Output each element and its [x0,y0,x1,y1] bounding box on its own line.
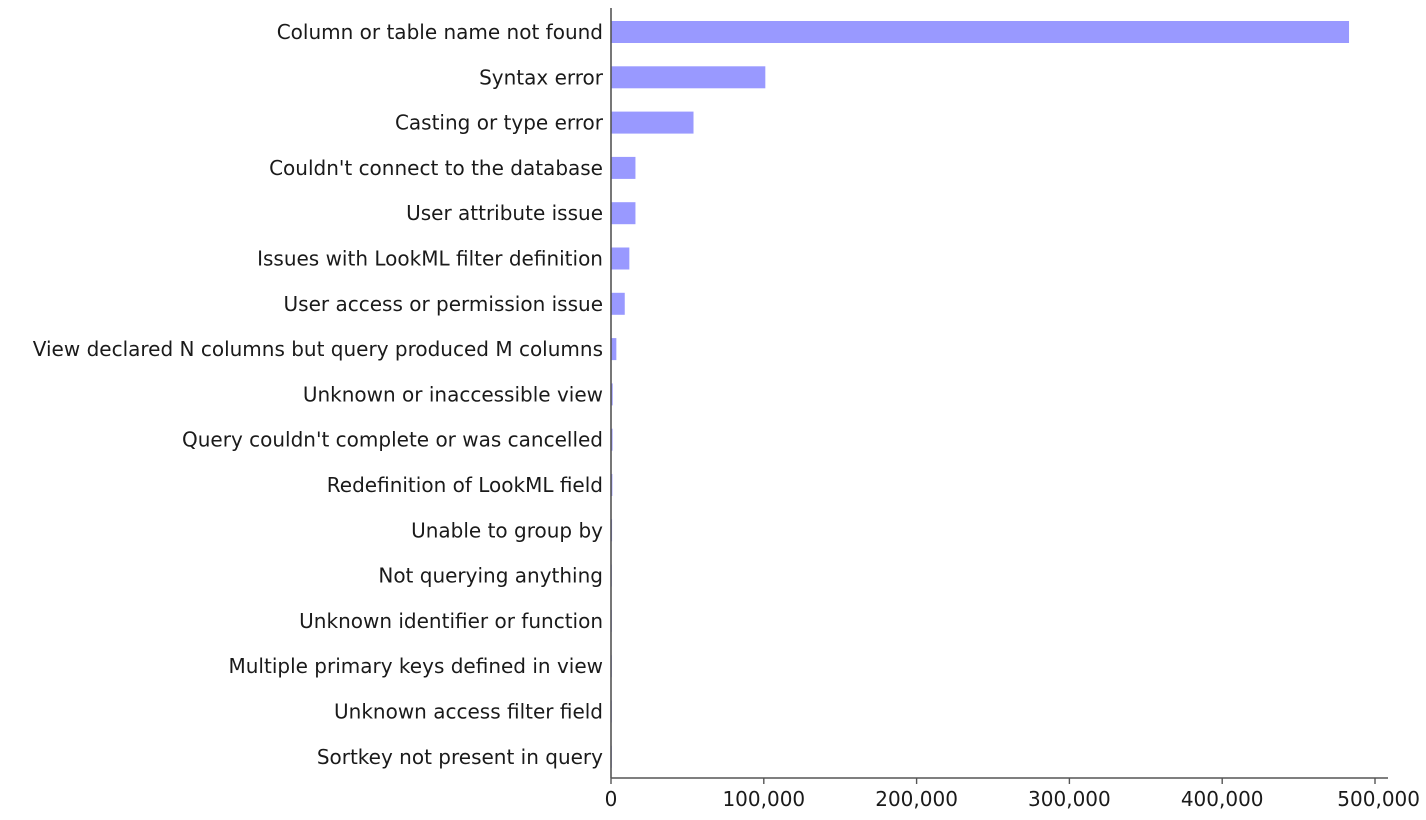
bar [611,111,694,134]
category-label: User attribute issue [406,201,603,225]
category-label: Query couldn't complete or was cancelled [182,428,603,452]
bar [611,383,613,406]
category-labels-group: Column or table name not found Syntax err… [33,20,604,769]
category-label: Column or table name not found [277,20,603,44]
category-label: Unable to group by [411,518,603,542]
category-label: Couldn't connect to the database [269,156,603,180]
category-label: Unknown identifier or function [299,609,603,633]
bar [611,21,1350,43]
bar [611,202,636,225]
category-label: Unknown access filter field [334,700,603,724]
x-tick-label: 400,000 [1181,787,1264,811]
category-label: Not querying anything [378,564,603,588]
x-tick-label: 500,000 [1337,787,1420,811]
x-tick-label: 0 [605,787,618,811]
category-label: User access or permission issue [284,292,603,316]
x-ticks-group: 0 100,000 200,000 300,000 400,000 500,000 [605,778,1420,811]
bar [611,247,630,270]
category-label: Redefinition of LookML field [327,473,603,497]
x-tick-label: 300,000 [1028,787,1111,811]
bar [611,66,766,89]
category-label: Unknown or inaccessible view [303,382,603,406]
bar [611,338,617,361]
category-label: Multiple primary keys defined in view [229,654,604,678]
bars-group [611,21,1350,768]
category-label: View declared N columns but query produc… [33,337,603,361]
bar [611,156,636,179]
category-label: Issues with LookML filter definition [257,247,603,271]
x-tick-label: 200,000 [875,787,958,811]
category-label: Syntax error [479,65,604,89]
bar [611,292,625,315]
category-label: Sortkey not present in query [317,745,603,769]
category-label: Casting or type error [395,111,604,135]
x-tick-label: 100,000 [722,787,805,811]
